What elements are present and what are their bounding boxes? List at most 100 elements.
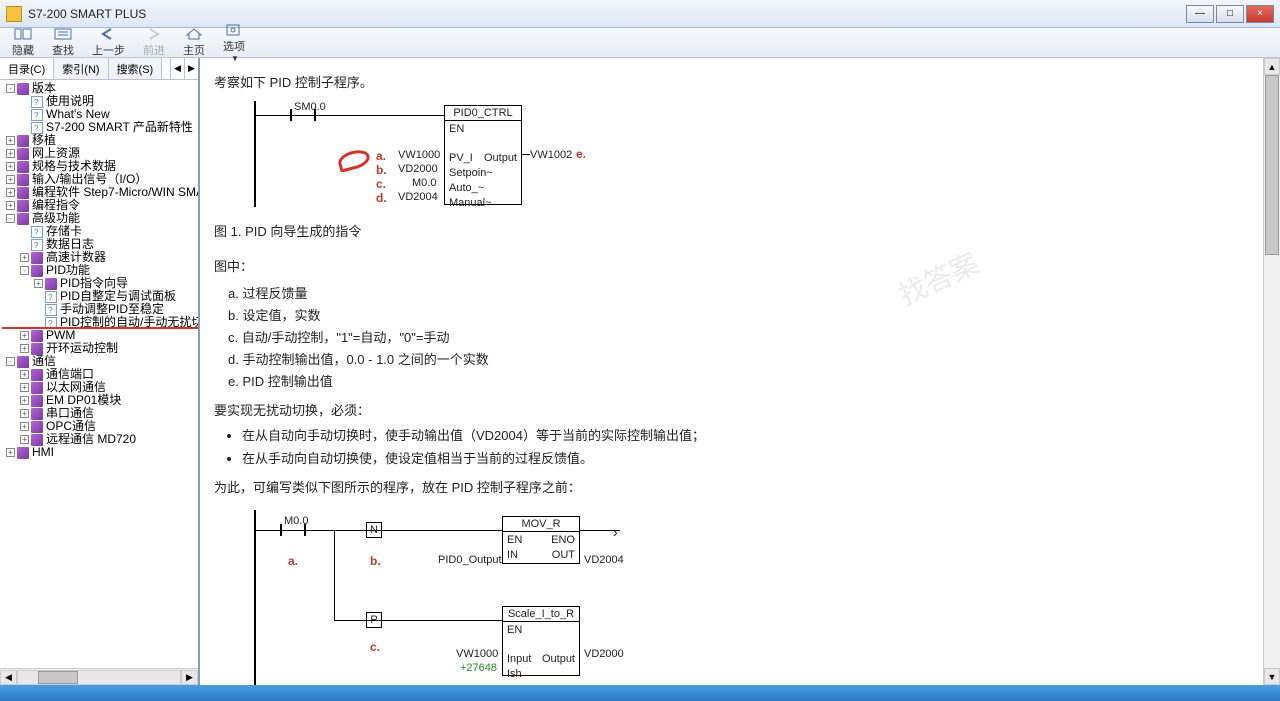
book-icon <box>17 174 29 186</box>
expand-toggle[interactable]: + <box>20 409 29 418</box>
page-icon <box>31 96 43 108</box>
expand-toggle[interactable]: + <box>20 370 29 379</box>
tree-item[interactable]: + HMI <box>2 446 198 459</box>
vscroll-track[interactable] <box>1264 75 1280 668</box>
page-icon <box>45 317 57 329</box>
tree-item[interactable]: +串口通信 <box>2 407 198 420</box>
book-icon <box>31 434 43 446</box>
titlebar: S7-200 SMART PLUS — □ × <box>0 0 1280 28</box>
forward-label: 前进 <box>143 42 165 58</box>
tree-hscroll[interactable]: ◀ ▶ <box>0 668 198 685</box>
hscroll-thumb[interactable] <box>38 671 78 684</box>
tab-index[interactable]: 索引(N) <box>54 58 108 79</box>
scroll-left-button[interactable]: ◀ <box>0 670 17 685</box>
figure-1-caption: 图 1. PID 向导生成的指令 <box>214 221 1266 240</box>
expand-toggle <box>34 305 43 314</box>
legend-b: b. 设定值，实数 <box>228 305 1266 324</box>
tree-item[interactable]: -通信 <box>2 355 198 368</box>
back-icon <box>99 27 119 41</box>
tab-scroll-left[interactable]: ◀ <box>170 58 184 79</box>
nav-tabs: 目录(C) 索引(N) 搜索(S) ◀ ▶ <box>0 58 198 80</box>
tree-item[interactable]: +高速计数器 <box>2 251 198 264</box>
find-button[interactable]: 查找 <box>52 27 74 58</box>
expand-toggle[interactable]: + <box>20 344 29 353</box>
minimize-button[interactable]: — <box>1186 5 1214 23</box>
scroll-right-button[interactable]: ▶ <box>181 670 198 685</box>
mov-r-block: MOV_R ENENO INOUT <box>502 516 580 564</box>
expand-toggle[interactable]: + <box>20 396 29 405</box>
book-icon <box>31 252 43 264</box>
expand-toggle[interactable]: + <box>6 448 15 457</box>
legend-a: a. 过程反馈量 <box>228 283 1266 302</box>
expand-toggle[interactable]: - <box>20 266 29 275</box>
label-e: e. <box>576 147 586 161</box>
tree-item[interactable]: 存储卡 <box>2 225 198 238</box>
legend-d: d. 手动控制输出值，0.0 - 1.0 之间的一个实数 <box>228 349 1266 368</box>
tree-item-label: 远程通信 MD720 <box>46 433 136 446</box>
tree-item[interactable]: PID控制的自动/手动无扰切 <box>2 316 198 329</box>
bullet-1: 在从自动向手动切换时，使手动输出值（VD2004）等于当前的实际控制输出值； <box>242 425 1266 444</box>
tab-search[interactable]: 搜索(S) <box>109 58 163 79</box>
legend-c: c. 自动/手动控制，"1"=自动，"0"=手动 <box>228 327 1266 346</box>
book-icon <box>31 382 43 394</box>
vscroll-thumb[interactable] <box>1265 75 1279 255</box>
book-icon <box>31 408 43 420</box>
expand-toggle <box>34 318 43 327</box>
tree-item[interactable]: S7-200 SMART 产品新特性 <box>2 121 198 134</box>
tree-item-label: S7-200 SMART 产品新特性 <box>46 121 193 134</box>
tab-toc[interactable]: 目录(C) <box>0 58 54 79</box>
home-icon <box>184 27 204 41</box>
page-icon <box>31 109 43 121</box>
intro-text: 考察如下 PID 控制子程序。 <box>214 72 1266 91</box>
book-icon <box>17 161 29 173</box>
expand-toggle[interactable]: + <box>6 175 15 184</box>
legend-e: e. PID 控制输出值 <box>228 371 1266 390</box>
label-c: c. <box>376 177 386 191</box>
figure-1: SM0.0 PID0_CTRL EN PV_IOutput Setpoin~ A… <box>254 101 1266 211</box>
window-title: S7-200 SMART PLUS <box>28 7 1186 21</box>
tab-scroll-right[interactable]: ▶ <box>184 58 198 79</box>
tree-item[interactable]: -高级功能 <box>2 212 198 225</box>
content-pane: 找答案 考察如下 PID 控制子程序。 SM0.0 PID0_CTRL EN P… <box>200 58 1280 685</box>
expand-toggle[interactable]: - <box>6 84 15 93</box>
content-vscroll[interactable]: ▲ ▼ <box>1263 58 1280 685</box>
back-button[interactable]: 上一步 <box>92 27 125 58</box>
expand-toggle[interactable]: + <box>34 279 43 288</box>
expand-toggle[interactable]: + <box>20 331 29 340</box>
expand-toggle[interactable]: + <box>20 253 29 262</box>
nav-panel: 目录(C) 索引(N) 搜索(S) ◀ ▶ -版本使用说明What's NewS… <box>0 58 200 685</box>
contact-sm00: SM0.0 <box>294 101 326 113</box>
hide-button[interactable]: 隐藏 <box>12 27 34 58</box>
home-button[interactable]: 主页 <box>183 27 205 58</box>
options-button[interactable]: 选项▼ <box>223 23 245 63</box>
bullet-2: 在从手动向自动切换使，使设定值相当于当前的过程反馈值。 <box>242 448 1266 467</box>
expand-toggle[interactable]: + <box>20 435 29 444</box>
expand-toggle[interactable]: - <box>6 214 15 223</box>
expand-toggle[interactable]: + <box>6 136 15 145</box>
scroll-down-button[interactable]: ▼ <box>1264 668 1280 685</box>
expand-toggle[interactable]: - <box>6 357 15 366</box>
tree-item-label: HMI <box>32 446 54 459</box>
expand-toggle[interactable]: + <box>6 201 15 210</box>
options-label: 选项 <box>223 38 245 54</box>
tree-item[interactable]: +EM DP01模块 <box>2 394 198 407</box>
find-label: 查找 <box>52 42 74 58</box>
hscroll-track[interactable] <box>17 670 181 685</box>
page-icon <box>31 239 43 251</box>
expand-toggle[interactable]: + <box>20 383 29 392</box>
expand-toggle[interactable]: + <box>6 149 15 158</box>
expand-toggle[interactable]: + <box>20 422 29 431</box>
label-a: a. <box>376 149 386 163</box>
tree-item[interactable]: -版本 <box>2 82 198 95</box>
hide-label: 隐藏 <box>12 42 34 58</box>
toc-tree[interactable]: -版本使用说明What's NewS7-200 SMART 产品新特性+移植+网… <box>0 80 198 668</box>
tree-item-label: 开环运动控制 <box>46 342 118 355</box>
taskbar <box>0 685 1280 701</box>
close-button[interactable]: × <box>1246 5 1274 23</box>
find-icon <box>53 27 73 41</box>
edge-p: P <box>366 612 382 628</box>
expand-toggle[interactable]: + <box>6 188 15 197</box>
expand-toggle[interactable]: + <box>6 162 15 171</box>
scroll-up-button[interactable]: ▲ <box>1264 58 1280 75</box>
maximize-button[interactable]: □ <box>1216 5 1244 23</box>
